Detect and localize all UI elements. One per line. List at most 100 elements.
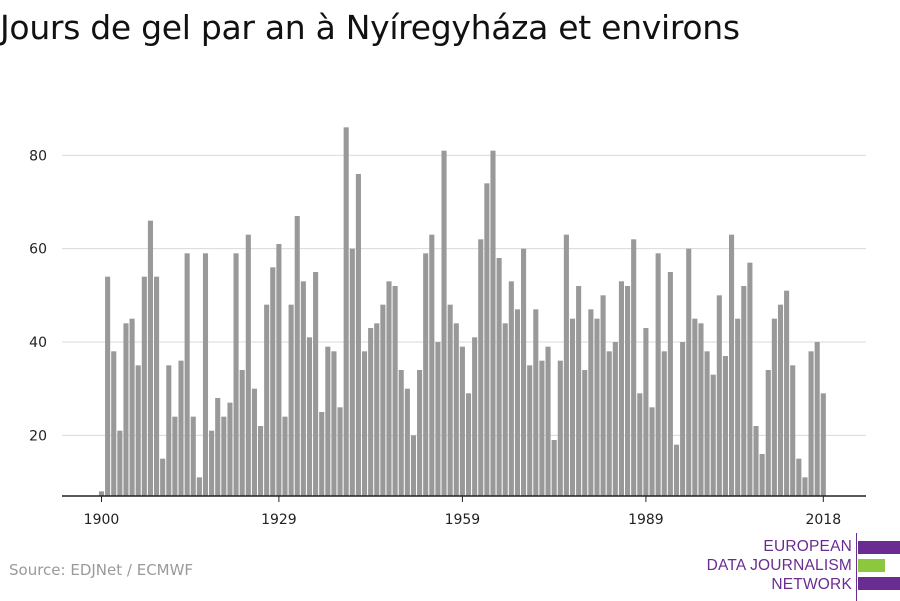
bar <box>184 253 190 496</box>
bar <box>404 388 410 496</box>
bar <box>521 248 527 496</box>
bar <box>129 318 135 496</box>
bar <box>166 365 172 496</box>
bar <box>98 491 105 496</box>
bar <box>478 239 484 496</box>
bar <box>514 309 521 496</box>
bar <box>631 239 637 496</box>
bar <box>154 276 160 496</box>
bar <box>459 346 465 496</box>
bar <box>441 150 447 497</box>
bar <box>410 435 417 496</box>
bar <box>429 234 435 497</box>
bar <box>355 174 361 496</box>
bar <box>264 304 270 496</box>
bar <box>594 318 600 496</box>
bar <box>221 416 227 496</box>
edjnet-logo[interactable]: EUROPEAN DATA JOURNALISM NETWORK <box>700 533 900 601</box>
bar <box>722 356 728 496</box>
bar <box>209 430 215 496</box>
bar <box>190 416 196 496</box>
bar <box>343 127 349 496</box>
bar <box>245 234 251 497</box>
bar <box>233 253 239 496</box>
bar <box>117 430 123 496</box>
bar <box>557 360 563 496</box>
bar <box>741 286 747 496</box>
bar <box>398 370 404 496</box>
bar <box>105 276 111 496</box>
bar <box>747 262 753 496</box>
bar <box>306 337 313 496</box>
bar <box>417 370 423 496</box>
source-note: Source: EDJNet / ECMWF <box>9 561 194 579</box>
bar <box>545 346 551 496</box>
bar <box>802 477 808 496</box>
bar <box>196 477 202 496</box>
y-tick-label: 80 <box>29 148 47 164</box>
x-tick-label: 1929 <box>261 512 297 528</box>
bar <box>502 323 508 496</box>
bar <box>692 318 698 496</box>
bar <box>667 272 673 496</box>
bar <box>655 253 661 496</box>
bar <box>368 328 374 496</box>
bar <box>349 248 355 496</box>
x-tick-label: 1900 <box>84 512 120 528</box>
bar <box>796 458 802 496</box>
bar <box>257 426 264 496</box>
logo-bar-middle <box>858 559 885 572</box>
y-tick-label: 20 <box>29 428 47 444</box>
bar <box>686 248 692 496</box>
bar <box>239 370 245 496</box>
bar <box>202 253 209 496</box>
bar <box>374 323 380 496</box>
x-tick-label: 1959 <box>445 512 481 528</box>
logo-divider <box>856 533 857 601</box>
bar <box>551 440 557 496</box>
x-tick-label: 1989 <box>628 512 664 528</box>
bar <box>606 351 612 496</box>
bar <box>337 407 343 496</box>
bar <box>123 323 129 496</box>
bar <box>820 393 826 496</box>
bar <box>392 286 398 496</box>
bar <box>765 370 771 496</box>
bar <box>288 304 294 496</box>
bar <box>251 388 257 496</box>
bar <box>423 253 429 496</box>
bar <box>673 444 680 496</box>
bar <box>643 328 649 496</box>
bar <box>680 342 686 496</box>
bar <box>735 318 741 496</box>
bar <box>447 304 453 496</box>
bar <box>361 351 368 496</box>
bar <box>484 183 490 496</box>
y-tick-label: 40 <box>29 335 47 351</box>
bar <box>710 374 716 496</box>
bar <box>270 267 276 496</box>
bar <box>600 295 606 496</box>
bar <box>569 318 576 496</box>
bar <box>784 290 790 496</box>
bar <box>490 150 496 497</box>
bar <box>753 426 759 496</box>
x-axis-ticks: 1900 1929 1959 1989 2018 <box>84 496 841 528</box>
bar <box>453 323 459 496</box>
logo-line-3: NETWORK <box>771 576 852 593</box>
bar <box>141 276 147 496</box>
bar <box>771 318 777 496</box>
bar <box>527 365 533 496</box>
bar <box>637 393 643 496</box>
bar <box>331 351 337 496</box>
bar <box>698 323 704 496</box>
bars <box>98 127 826 497</box>
bar <box>814 342 820 496</box>
bar <box>227 402 233 496</box>
logo-text: EUROPEAN DATA JOURNALISM NETWORK <box>707 537 852 594</box>
bar <box>325 346 331 496</box>
bar <box>300 281 306 496</box>
y-axis-ticks: 20 40 60 80 <box>29 148 47 444</box>
bar <box>533 309 539 496</box>
bar <box>472 337 478 496</box>
